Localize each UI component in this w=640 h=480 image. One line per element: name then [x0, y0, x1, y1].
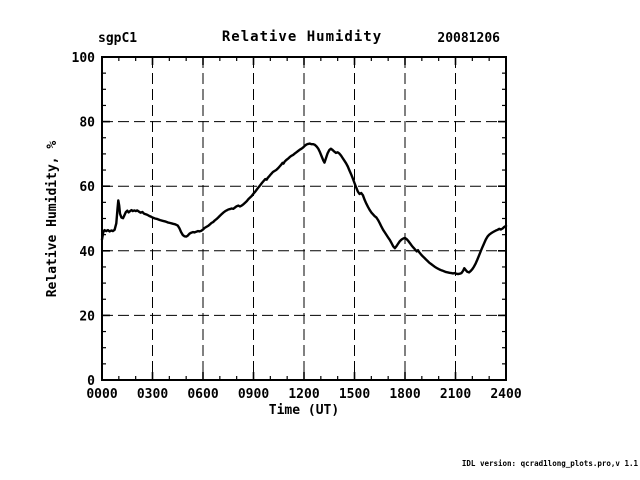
x-tick-label: 2100 [440, 387, 471, 402]
footer-left: Mon Dec 8 10:19:44 2008 Battelle Pacific… [4, 448, 332, 480]
x-axis-title: Time (UT) [268, 403, 340, 418]
footer-right: IDL version: qcrad1long_plots.pro,v 1.1 … [403, 444, 638, 480]
page-title: Relative Humidity [221, 29, 383, 45]
site-label: sgpC1 [98, 31, 138, 46]
idl-version-line: IDL version: qcrad1long_plots.pro,v 1.1 [461, 458, 638, 468]
x-tick-label: 0000 [86, 387, 117, 402]
x-tick-label: 0900 [238, 387, 269, 402]
x-tick-label: 2400 [490, 387, 521, 402]
x-tick-label: 1800 [389, 387, 420, 402]
date-label: 20081206 [437, 31, 500, 46]
x-tick-label: 0600 [187, 387, 218, 402]
x-tick-label: 0300 [137, 387, 168, 402]
y-tick-label: 0 [87, 374, 95, 389]
y-axis-title: Relative Humidity, % [45, 140, 60, 298]
plot-frame [101, 56, 507, 381]
y-tick-label: 40 [79, 245, 95, 260]
y-tick-label: 20 [79, 309, 95, 324]
x-tick-label: 1200 [288, 387, 319, 402]
humidity-curve [100, 142, 508, 276]
x-tick-label: 1500 [339, 387, 370, 402]
y-tick-label: 60 [79, 180, 95, 195]
y-tick-label: 100 [72, 51, 96, 66]
y-tick-label: 80 [79, 116, 95, 131]
